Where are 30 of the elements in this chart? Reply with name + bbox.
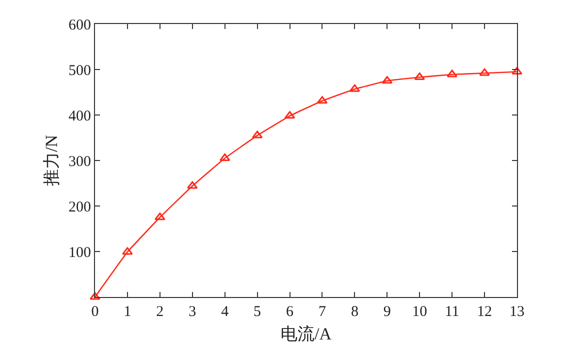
point <box>187 181 198 189</box>
y-axis-title: 推力/N <box>42 135 62 186</box>
x-tick-label: 6 <box>286 304 294 320</box>
point <box>512 67 522 75</box>
point <box>90 292 100 300</box>
y-tick-label: 100 <box>68 244 91 261</box>
point <box>479 68 490 76</box>
x-tick-label: 10 <box>412 304 428 320</box>
point <box>414 72 425 80</box>
point <box>154 212 166 220</box>
y-tick-label: 600 <box>68 17 91 34</box>
x-tick-label: 5 <box>254 304 262 320</box>
y-tick-label: 300 <box>68 154 91 170</box>
x-axis-title: 电流/A <box>280 324 332 344</box>
x-tick-label: 1 <box>124 304 132 320</box>
x-tick-label: 8 <box>350 304 358 320</box>
x-tick-label: 7 <box>318 304 326 320</box>
x-tick-label: 12 <box>477 304 492 320</box>
x-tick-label: 3 <box>188 304 196 320</box>
x-tick-label: 2 <box>156 304 164 320</box>
x-tick-label: 4 <box>221 304 230 320</box>
point <box>446 70 458 78</box>
y-tick-label: 500 <box>68 62 91 79</box>
x-tick-label: 9 <box>383 304 391 320</box>
point <box>122 247 133 255</box>
y-tick-label: 200 <box>68 199 91 216</box>
x-tick-label: 0 <box>91 304 99 320</box>
y-tick-label: 400 <box>68 108 91 124</box>
x-tick-label: 13 <box>510 304 524 320</box>
x-tick-label: 11 <box>444 304 460 320</box>
